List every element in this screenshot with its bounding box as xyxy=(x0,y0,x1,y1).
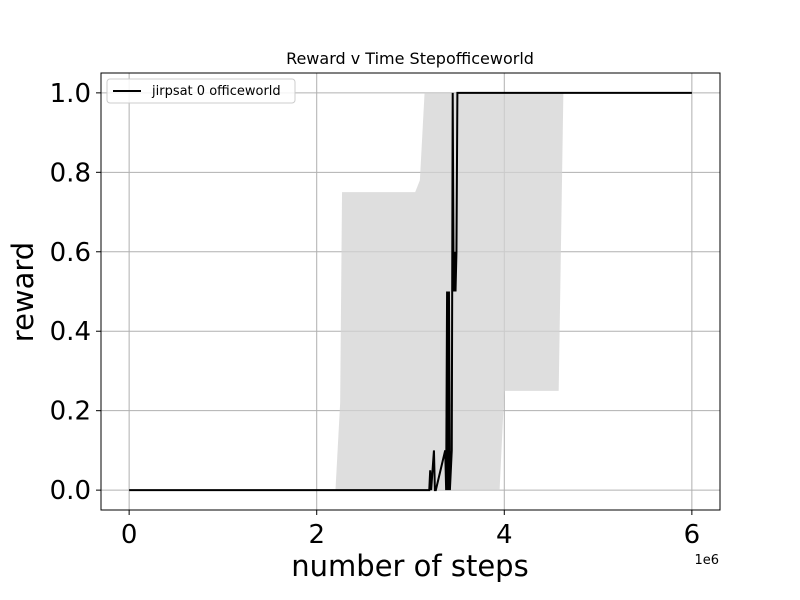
chart-title: Reward v Time Stepofficeworld xyxy=(286,49,534,68)
x-axis-offset-label: 1e6 xyxy=(694,553,719,568)
y-tick-label-1: 0.2 xyxy=(50,397,91,427)
y-tick-label-0: 0.0 xyxy=(50,476,91,506)
x-tick-label-2: 4 xyxy=(496,520,513,550)
y-axis-label: reward xyxy=(6,242,40,342)
y-tick-label-3: 0.6 xyxy=(50,238,91,268)
x-axis-label: number of steps xyxy=(291,549,528,583)
x-tick-label-3: 6 xyxy=(684,520,701,550)
y-axis-ticks: 0.0 0.2 0.4 0.6 0.8 1.0 xyxy=(50,79,101,506)
confidence-band xyxy=(335,92,692,491)
plot-frame xyxy=(100,72,721,511)
legend-box xyxy=(106,78,296,104)
series-group xyxy=(129,91,692,492)
series-line-0 xyxy=(129,91,692,492)
y-tick-label-2: 0.4 xyxy=(50,317,91,347)
y-tick-label-4: 0.8 xyxy=(50,158,91,188)
band-area xyxy=(335,92,692,491)
x-axis-ticks: 0 2 4 6 xyxy=(121,510,700,550)
legend: jirpsat 0 officeworld xyxy=(106,78,296,104)
x-tick-label-0: 0 xyxy=(121,520,138,550)
x-tick-label-1: 2 xyxy=(308,520,325,550)
legend-label: jirpsat 0 officeworld xyxy=(151,84,281,99)
y-tick-label-5: 1.0 xyxy=(50,79,91,109)
